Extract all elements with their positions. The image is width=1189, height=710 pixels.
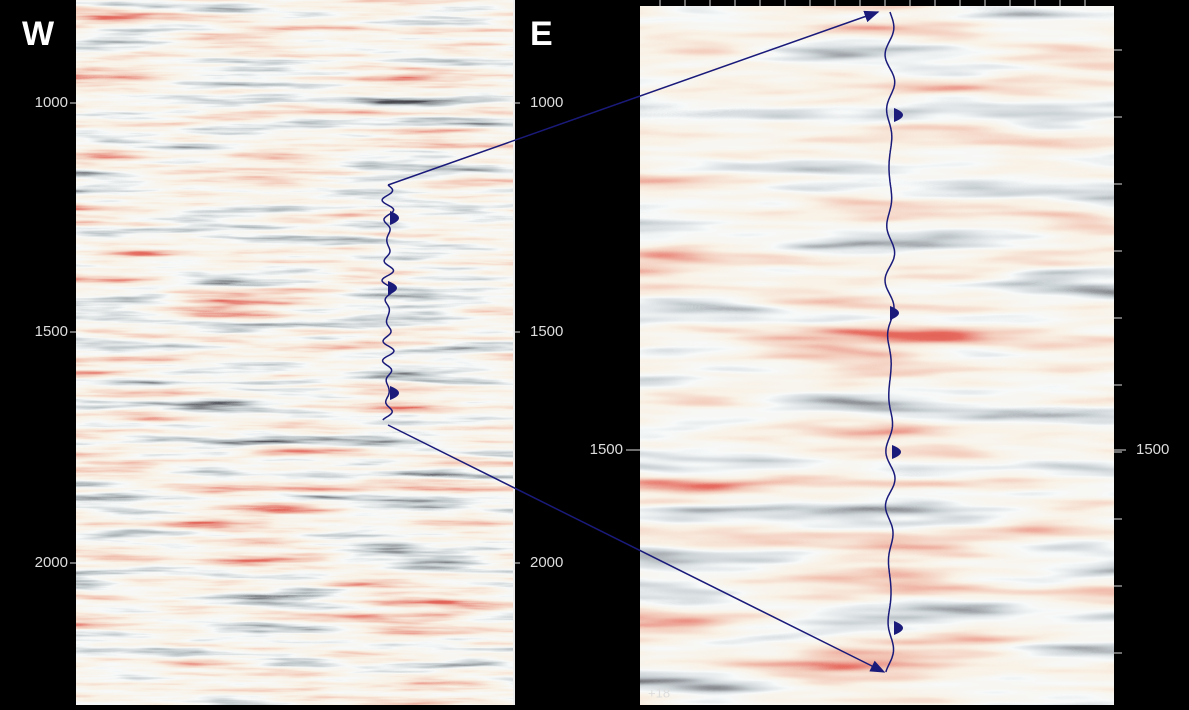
east-label: E — [530, 15, 553, 53]
corner-label: +18 — [648, 685, 670, 700]
seismic-section-right — [640, 6, 1114, 705]
tick-label: 1500 — [1136, 441, 1169, 458]
west-label: W — [22, 15, 55, 53]
tick-label: 1000 — [530, 94, 563, 111]
tick-label: 1500 — [590, 441, 623, 458]
tick-label: 1000 — [35, 94, 68, 111]
arrow — [387, 10, 880, 186]
tick-label: 2000 — [35, 554, 68, 571]
well-peak — [892, 445, 901, 459]
well-peak — [894, 108, 903, 122]
well-peak — [390, 386, 399, 400]
seismic-section-left — [76, 0, 514, 705]
arrow — [387, 424, 886, 673]
well-peak — [890, 306, 899, 320]
well-peak — [390, 211, 399, 225]
well-log — [381, 184, 395, 421]
well-peak — [894, 621, 903, 635]
well-peak — [388, 281, 397, 295]
well-log — [884, 11, 896, 673]
tick-label: 1500 — [530, 323, 563, 340]
tick-label: 2000 — [530, 554, 563, 571]
well-ties — [381, 10, 903, 673]
tick-label: 1500 — [35, 323, 68, 340]
